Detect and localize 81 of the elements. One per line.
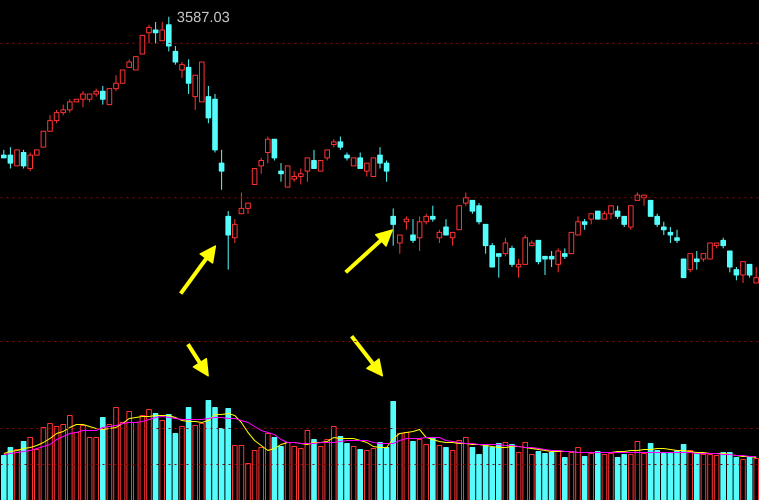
candlestick bbox=[726, 250, 733, 273]
candlestick bbox=[450, 232, 456, 246]
bar bbox=[694, 453, 700, 500]
bar bbox=[588, 453, 594, 500]
candlestick bbox=[311, 149, 317, 169]
candlestick bbox=[660, 221, 667, 236]
bar bbox=[555, 450, 562, 500]
candlestick bbox=[152, 22, 158, 44]
candlestick bbox=[502, 237, 508, 257]
bar bbox=[687, 450, 694, 500]
candlestick bbox=[357, 152, 364, 169]
candlestick bbox=[338, 136, 344, 150]
candlestick bbox=[562, 248, 568, 260]
candlestick bbox=[232, 218, 238, 244]
bar bbox=[562, 457, 568, 500]
candlestick bbox=[324, 149, 330, 161]
candlestick bbox=[720, 237, 726, 249]
candlestick bbox=[674, 229, 680, 244]
candlestick bbox=[628, 205, 634, 230]
bar bbox=[443, 447, 449, 500]
candlestick bbox=[509, 245, 515, 268]
candlestick bbox=[443, 218, 449, 236]
candlestick bbox=[278, 162, 284, 182]
candlestick bbox=[687, 253, 694, 273]
bar bbox=[100, 417, 106, 500]
candlestick bbox=[159, 22, 166, 42]
bar bbox=[14, 449, 20, 500]
candlestick bbox=[404, 216, 410, 230]
bar bbox=[594, 451, 601, 500]
candlestick bbox=[582, 218, 588, 230]
candlestick bbox=[172, 46, 178, 66]
candlestick bbox=[740, 261, 746, 284]
candlestick bbox=[555, 248, 562, 273]
candlestick bbox=[146, 24, 152, 44]
candlestick bbox=[668, 226, 674, 244]
bar bbox=[159, 420, 166, 500]
candlestick bbox=[462, 192, 469, 206]
candlestick bbox=[264, 136, 271, 164]
candlestick bbox=[218, 149, 224, 190]
candlestick bbox=[14, 149, 20, 166]
candlestick bbox=[680, 258, 686, 278]
bar bbox=[152, 413, 158, 500]
bar bbox=[186, 407, 192, 500]
bar bbox=[410, 441, 416, 500]
bar bbox=[746, 456, 752, 500]
candlestick bbox=[304, 157, 310, 182]
bar bbox=[350, 446, 356, 500]
candlestick bbox=[396, 234, 403, 254]
candlestick bbox=[753, 266, 759, 284]
candlestick bbox=[694, 250, 700, 270]
bar bbox=[582, 456, 588, 500]
candlestick bbox=[588, 213, 594, 225]
candlestick bbox=[436, 229, 442, 244]
candlestick bbox=[179, 61, 185, 78]
bar bbox=[20, 441, 26, 500]
candlestick bbox=[186, 58, 192, 94]
candlestick bbox=[166, 16, 172, 52]
candlestick bbox=[456, 205, 462, 230]
candlestick bbox=[20, 149, 26, 169]
bar bbox=[436, 445, 442, 500]
candlestick bbox=[272, 138, 278, 161]
candlestick bbox=[430, 205, 436, 222]
bar bbox=[430, 437, 436, 500]
bar bbox=[753, 458, 759, 500]
bar bbox=[179, 426, 185, 500]
candlestick bbox=[140, 34, 146, 55]
bar bbox=[357, 449, 364, 500]
bar bbox=[740, 459, 746, 500]
candlestick bbox=[318, 160, 324, 172]
candlestick bbox=[258, 157, 264, 174]
candlestick bbox=[734, 266, 740, 281]
bar bbox=[509, 444, 515, 500]
candlestick bbox=[746, 264, 752, 278]
bar bbox=[311, 439, 317, 500]
annotation: 3587.03 bbox=[176, 10, 230, 26]
candlestick bbox=[252, 168, 258, 185]
candlestick bbox=[100, 85, 106, 106]
candlestick bbox=[390, 208, 396, 246]
candlestick bbox=[225, 210, 232, 270]
bar bbox=[502, 442, 508, 500]
candlestick bbox=[410, 218, 416, 244]
